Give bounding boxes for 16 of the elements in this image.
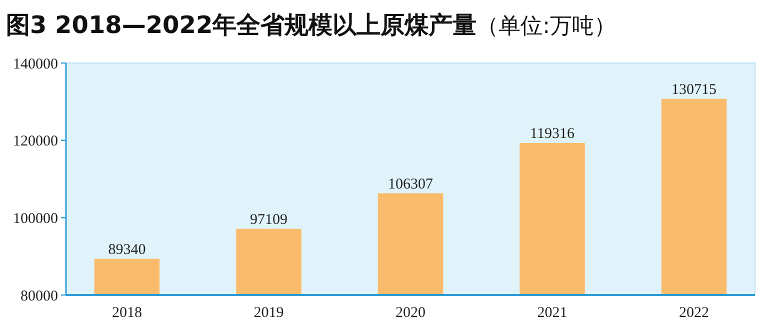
x-tick-label: 2022 [679, 305, 710, 321]
y-tick-label: 80000 [20, 288, 58, 304]
data-label: 97109 [250, 212, 288, 228]
chart-title: 图3 2018—2022年全省规模以上原煤产量 [6, 11, 477, 39]
x-tick-label: 2019 [254, 305, 284, 321]
x-tick-label: 2021 [537, 305, 568, 321]
data-label: 106307 [388, 176, 434, 192]
y-tick-label: 100000 [13, 210, 58, 227]
x-tick-label: 2020 [396, 305, 426, 321]
x-tick-label: 2018 [112, 305, 142, 321]
data-label: 130715 [672, 82, 717, 98]
chart-subtitle: （单位:万吨） [476, 14, 616, 39]
data-label: 119316 [530, 126, 575, 142]
y-tick-label: 140000 [13, 56, 58, 72]
y-tick-label: 120000 [13, 134, 58, 150]
data-label: 89340 [108, 242, 146, 258]
